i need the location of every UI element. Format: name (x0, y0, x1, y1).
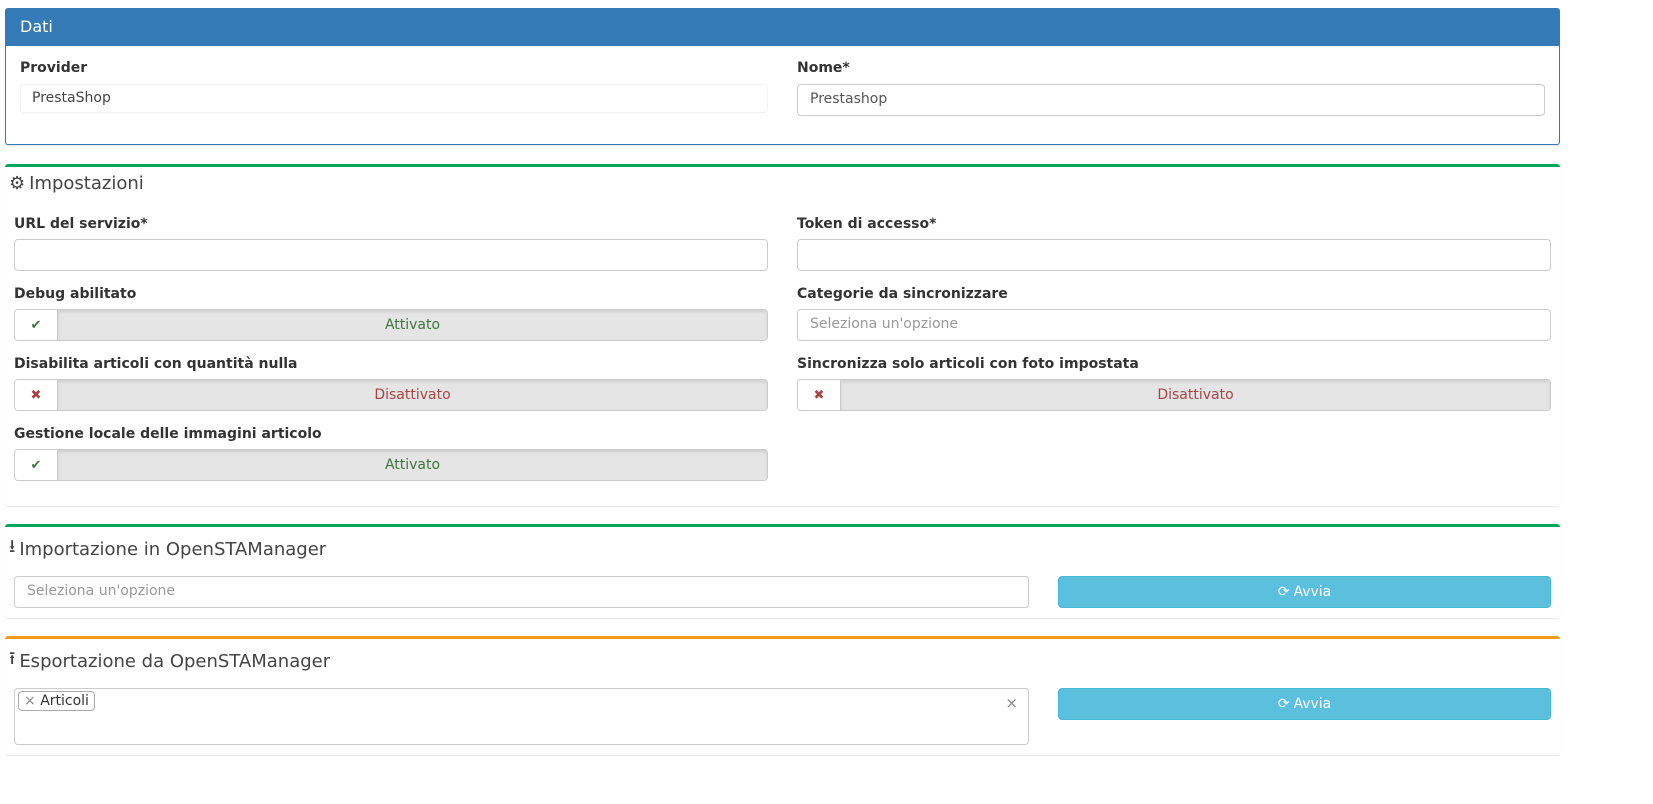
clear-icon[interactable]: × (1005, 694, 1018, 712)
dati-panel: Dati (5, 8, 1560, 145)
debug-label: Debug abilitato (14, 286, 137, 302)
check-icon: ✔ (15, 310, 58, 340)
provider-label: Provider (20, 60, 88, 76)
button-label: Avvia (1293, 696, 1332, 712)
nome-label: Nome* (797, 60, 850, 76)
importazione-header: ⭳ Importazione in OpenSTAManager (9, 534, 326, 564)
esportazione-title: Esportazione da OpenSTAManager (19, 650, 331, 672)
impostazioni-header: ⚙ Impostazioni (9, 173, 144, 194)
disabilita-label: Disabilita articoli con quantità nulla (14, 356, 298, 372)
importazione-avvia-button[interactable]: ⟳ Avvia (1058, 576, 1551, 608)
upload-icon: ⭱ (9, 648, 16, 669)
esportazione-avvia-button[interactable]: ⟳ Avvia (1058, 688, 1551, 720)
debug-toggle[interactable]: ✔ Attivato (14, 309, 768, 341)
immagini-state: Attivato (58, 450, 767, 480)
esportazione-header: ⭱ Esportazione da OpenSTAManager (9, 646, 330, 676)
provider-value: PrestaShop (20, 84, 768, 113)
dati-title: Dati (6, 9, 1559, 46)
gears-icon: ⚙ (9, 173, 26, 194)
disabilita-state: Disattivato (58, 380, 767, 410)
impostazioni-title: Impostazioni (29, 173, 144, 194)
remove-tag-icon[interactable]: × (24, 693, 36, 709)
refresh-icon: ⟳ (1277, 584, 1290, 600)
categorie-select[interactable]: Seleziona un'opzione (797, 309, 1551, 341)
token-input[interactable] (797, 239, 1551, 271)
nome-input[interactable]: Prestashop (797, 84, 1545, 116)
foto-state: Disattivato (841, 380, 1550, 410)
foto-toggle[interactable]: ✖ Disattivato (797, 379, 1551, 411)
categorie-label: Categorie da sincronizzare (797, 286, 1008, 302)
token-label: Token di accesso* (797, 216, 937, 232)
esportazione-multiselect[interactable]: × Articoli × (14, 688, 1029, 745)
url-label: URL del servizio* (14, 216, 148, 232)
selected-tag[interactable]: × Articoli (18, 691, 95, 711)
refresh-icon: ⟳ (1277, 696, 1290, 712)
button-label: Avvia (1293, 584, 1332, 600)
immagini-label: Gestione locale delle immagini articolo (14, 426, 322, 442)
debug-state: Attivato (58, 310, 767, 340)
cross-icon: ✖ (15, 380, 58, 410)
tag-label: Articoli (40, 693, 89, 709)
url-input[interactable] (14, 239, 768, 271)
foto-label: Sincronizza solo articoli con foto impos… (797, 356, 1139, 372)
cross-icon: ✖ (798, 380, 841, 410)
immagini-toggle[interactable]: ✔ Attivato (14, 449, 768, 481)
importazione-select[interactable]: Seleziona un'opzione (14, 576, 1029, 608)
disabilita-toggle[interactable]: ✖ Disattivato (14, 379, 768, 411)
download-icon: ⭳ (9, 536, 16, 557)
check-icon: ✔ (15, 450, 58, 480)
importazione-title: Importazione in OpenSTAManager (19, 538, 327, 560)
